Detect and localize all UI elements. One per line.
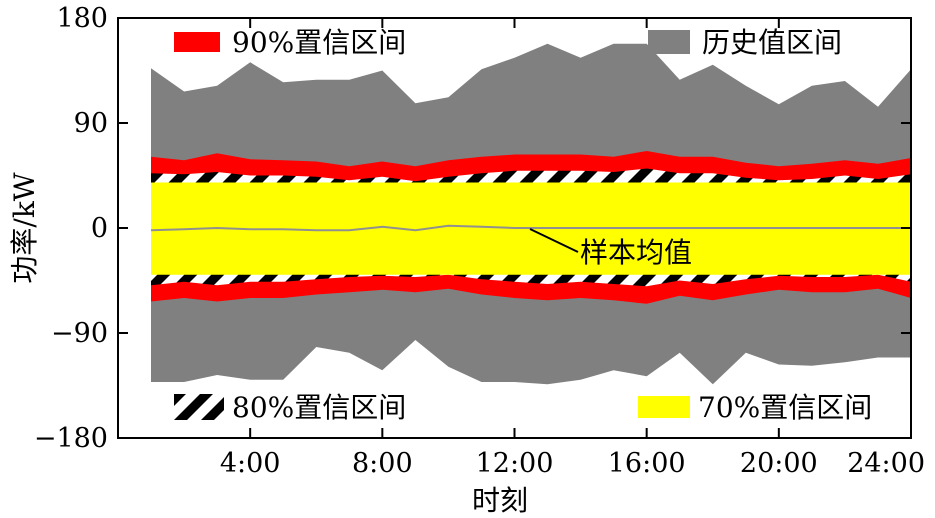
y-tick-label: 90 xyxy=(74,108,108,139)
y-tick-label: −180 xyxy=(34,423,108,454)
legend-label-90: 90%置信区间 xyxy=(232,26,406,59)
y-tick-label: 180 xyxy=(56,3,108,34)
legend: 90%置信区间 历史值区间 80%置信区间 70%置信区间 xyxy=(174,26,872,424)
legend-item-history: 历史值区间 xyxy=(648,26,842,59)
x-tick-label: 16:00 xyxy=(608,448,686,479)
legend-swatch-hatch xyxy=(174,394,224,420)
x-tick-label: 20:00 xyxy=(740,448,818,479)
legend-swatch-gray xyxy=(648,30,690,54)
legend-label-80: 80%置信区间 xyxy=(232,391,406,424)
x-tick-label: 4:00 xyxy=(220,448,281,479)
x-tick-label: 24:00 xyxy=(847,448,925,479)
y-axis-ticks: 180 90 0 −90 −180 xyxy=(34,3,911,454)
mean-annotation: 样本均值 xyxy=(529,228,692,269)
legend-label-history: 历史值区间 xyxy=(702,26,842,59)
x-axis-ticks: 4:00 8:00 12:00 16:00 20:00 24:00 xyxy=(220,18,925,479)
legend-swatch-red xyxy=(174,32,220,52)
legend-item-70: 70%置信区间 xyxy=(638,391,872,424)
sample-mean-line xyxy=(150,224,911,232)
legend-item-90: 90%置信区间 xyxy=(174,26,406,59)
y-axis-label: 功率/kW xyxy=(8,172,41,283)
x-axis-label: 时刻 xyxy=(472,484,528,517)
legend-label-70: 70%置信区间 xyxy=(698,391,872,424)
mean-annotation-label: 样本均值 xyxy=(580,236,692,269)
legend-swatch-yellow xyxy=(638,396,690,418)
y-tick-label: −90 xyxy=(51,318,108,349)
y-tick-label: 0 xyxy=(91,213,108,244)
annotation-leader-line xyxy=(529,228,579,253)
legend-item-80: 80%置信区间 xyxy=(174,391,406,424)
x-tick-label: 12:00 xyxy=(476,448,554,479)
x-tick-label: 8:00 xyxy=(352,448,413,479)
interval-areas xyxy=(150,43,911,385)
